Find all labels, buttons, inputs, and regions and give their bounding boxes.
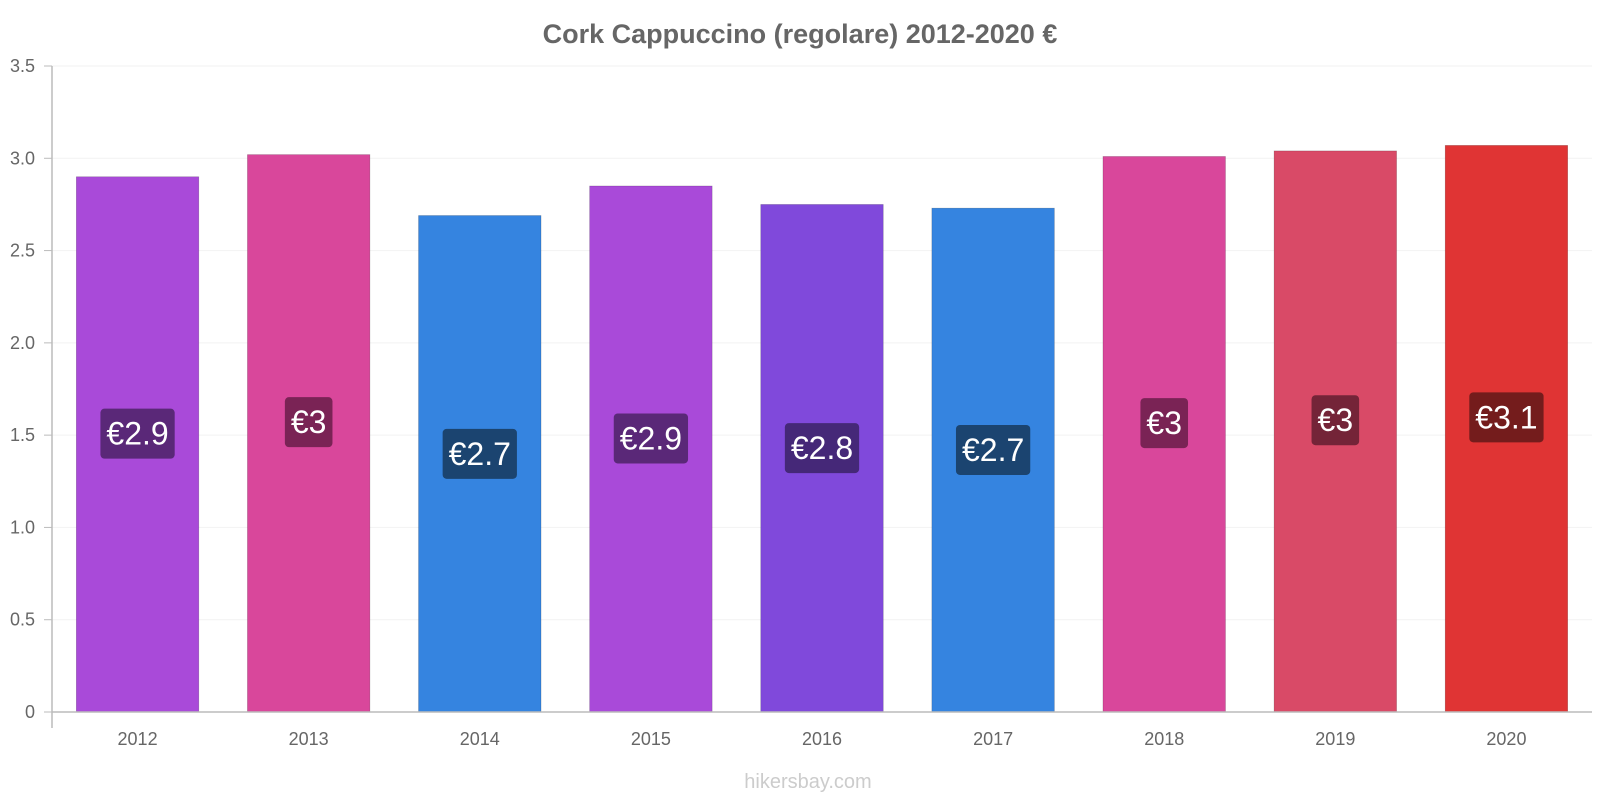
x-tick-label: 2012 — [118, 729, 158, 749]
data-label-2014: €2.7 — [442, 428, 517, 479]
data-label-text: €2.7 — [449, 436, 511, 472]
data-label-2017: €2.7 — [955, 424, 1031, 475]
data-label-2015: €2.9 — [613, 413, 689, 464]
x-tick-label: 2020 — [1486, 729, 1526, 749]
data-label-2019: €3 — [1311, 395, 1360, 446]
data-label-box — [442, 428, 517, 479]
data-label-box — [1311, 395, 1360, 446]
x-tick-label: 2016 — [802, 729, 842, 749]
watermark: hikersbay.com — [744, 771, 871, 793]
data-label-text: €2.7 — [962, 432, 1024, 468]
data-label-2012: €2.9 — [100, 408, 175, 459]
data-label-2016: €2.8 — [784, 423, 860, 474]
y-tick-label: 3.0 — [10, 148, 35, 168]
data-label-box — [784, 423, 860, 474]
axes: 0 0.5 1.0 1.5 2.0 2.5 3.0 3.5 2012 2013 2014 2015 20… — [10, 56, 1592, 749]
data-label-text: €3 — [1146, 405, 1182, 441]
x-tick-label: 2015 — [631, 729, 671, 749]
data-label-2020: €3.1 — [1469, 392, 1544, 443]
x-tick-label: 2013 — [289, 729, 329, 749]
y-tick-label: 1.0 — [10, 517, 35, 537]
data-label-box — [1469, 392, 1544, 443]
data-label-box — [284, 397, 333, 448]
data-label-text: €2.8 — [791, 430, 853, 466]
chart-title: Cork Cappuccino (regolare) 2012-2020 € — [543, 19, 1058, 49]
x-tick-label: 2019 — [1315, 729, 1355, 749]
data-label-2018: €3 — [1140, 398, 1189, 449]
y-tick-label: 0.5 — [10, 610, 35, 630]
data-label-box — [100, 408, 175, 459]
data-label-box — [613, 413, 689, 464]
y-tick-label: 2.0 — [10, 333, 35, 353]
y-tick-label: 2.5 — [10, 241, 35, 261]
x-tick-label: 2018 — [1144, 729, 1184, 749]
data-label-text: €3 — [1318, 402, 1354, 438]
data-label-box — [955, 424, 1031, 475]
data-label-text: €2.9 — [620, 420, 682, 456]
x-tick-label: 2017 — [973, 729, 1013, 749]
y-tick-label: 1.5 — [10, 425, 35, 445]
data-label-text: €2.9 — [106, 416, 168, 452]
x-tick-label: 2014 — [460, 729, 500, 749]
data-label-text: €3.1 — [1475, 399, 1537, 435]
data-label-box — [1140, 398, 1189, 449]
y-tick-label: 0 — [25, 702, 35, 722]
data-label-text: €3 — [291, 404, 327, 440]
data-labels: €2.9 €3 €2.7 €2.9 €2.8 €2.7 €3 €3 €3.1 — [100, 392, 1544, 479]
y-tick-label: 3.5 — [10, 56, 35, 76]
data-label-2013: €3 — [284, 397, 333, 448]
